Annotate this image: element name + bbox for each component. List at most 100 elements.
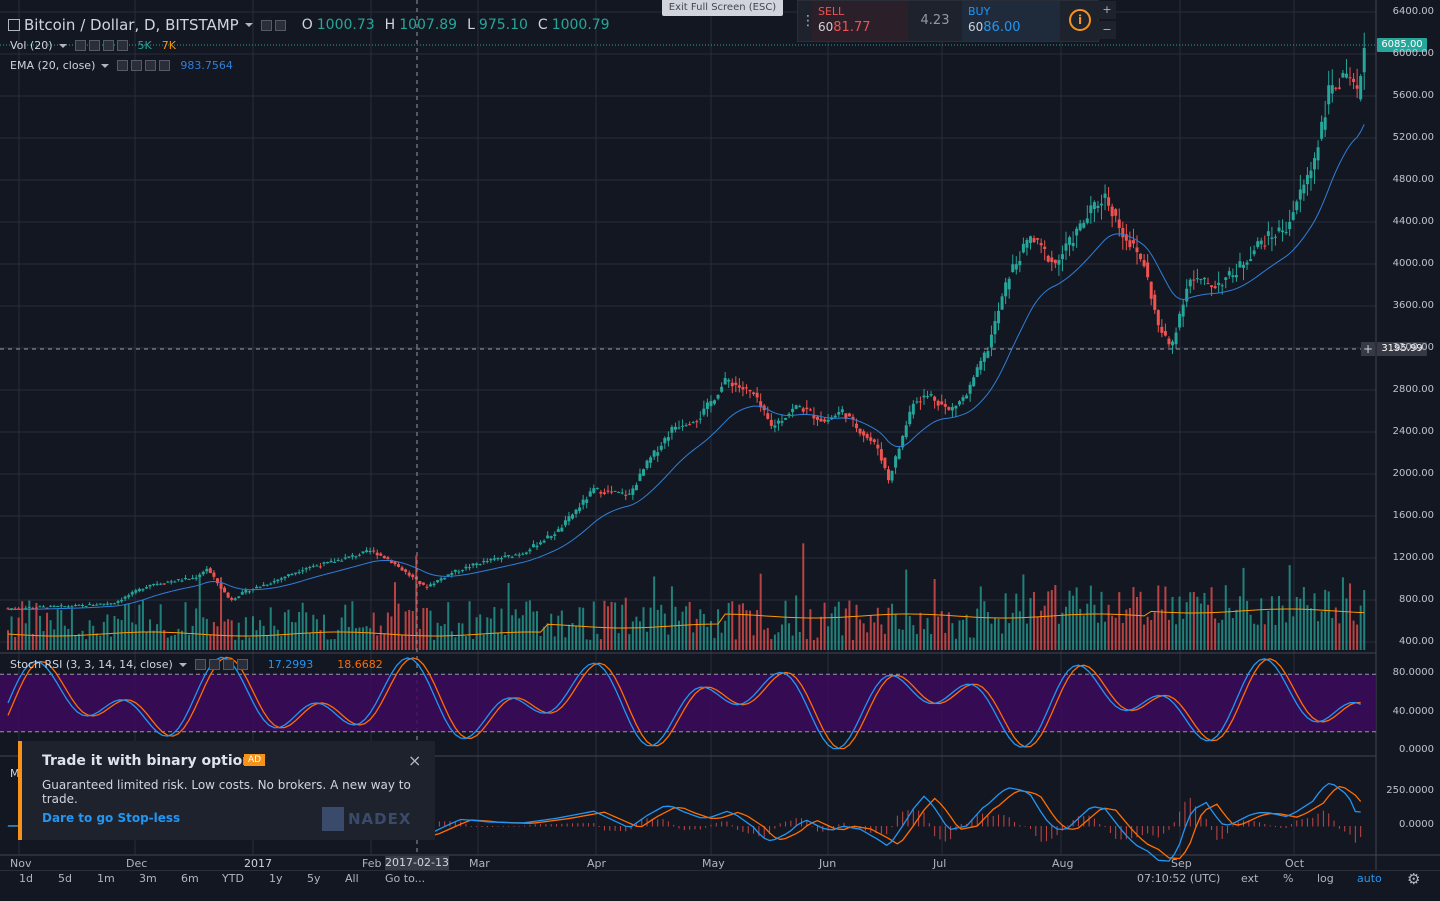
macd-histogram-bar (944, 826, 946, 842)
ad-link[interactable]: Dare to go Stop-less (42, 811, 181, 825)
candle-body (329, 560, 333, 563)
volume-bar (468, 601, 471, 650)
ema-legend[interactable]: EMA (20, close) 983.7564 (10, 59, 233, 72)
log-toggle[interactable]: log (1317, 872, 1334, 885)
candle-body (780, 421, 784, 423)
range-button[interactable]: 1y (269, 872, 283, 885)
stoch-legend[interactable]: Stoch RSI (3, 3, 14, 14, close) 17.2993 … (10, 658, 383, 671)
volume-bar (912, 625, 915, 650)
macd-legend-letter[interactable]: M (10, 767, 20, 780)
chevron-down-icon[interactable] (58, 43, 67, 48)
volume-bar (198, 575, 201, 650)
percent-toggle[interactable]: % (1283, 872, 1294, 885)
vol-label[interactable]: Vol (20) (10, 39, 53, 52)
sell-button[interactable]: SELL 6081.77 (812, 1, 908, 41)
add-alert-icon[interactable]: + (1361, 342, 1375, 356)
info-icon[interactable]: i (1069, 9, 1091, 31)
symbol-title[interactable]: Bitcoin / Dollar, D, BITSTAMP (24, 16, 239, 34)
candle-body (219, 583, 223, 589)
ema-label[interactable]: EMA (20, close) (10, 59, 96, 72)
goto-button[interactable]: Go to... (385, 872, 426, 885)
volume-bar (340, 617, 343, 650)
candle-body (489, 559, 493, 561)
symbol-actions[interactable] (260, 19, 288, 31)
macd-histogram-bar (795, 818, 797, 827)
volume-bar (145, 631, 148, 650)
volume-bar (294, 622, 297, 650)
price-axis-label: 6000.00 (1392, 48, 1434, 59)
range-button[interactable]: 5y (307, 872, 321, 885)
candle-body (439, 578, 443, 581)
volume-bar (173, 634, 176, 650)
volume-bar (969, 637, 972, 650)
auto-toggle[interactable]: auto (1357, 872, 1382, 885)
candle-body (141, 589, 145, 591)
volume-bar (1068, 590, 1071, 650)
chevron-down-icon[interactable] (178, 662, 187, 667)
stoch-actions[interactable] (194, 659, 250, 670)
range-button[interactable]: 3m (139, 872, 157, 885)
volume-bar (1352, 620, 1355, 650)
candle-body (997, 310, 1001, 324)
ema-actions[interactable] (117, 60, 172, 71)
macd-histogram-bar (454, 821, 456, 827)
macd-histogram-bar (854, 826, 856, 829)
nadex-logo-icon (322, 807, 344, 831)
volume-bar (1263, 624, 1266, 650)
candle-body (588, 491, 592, 497)
buy-button[interactable]: BUY 6086.00 (962, 1, 1060, 41)
volume-bar (926, 618, 929, 650)
volume-bar (95, 633, 98, 650)
macd-histogram-bar (790, 820, 792, 827)
symbol-legend[interactable]: Bitcoin / Dollar, D, BITSTAMP O 1000.73 H… (8, 16, 610, 34)
candle-body (773, 425, 777, 428)
chevron-down-icon[interactable] (244, 23, 253, 27)
macd-histogram-bar (1152, 826, 1154, 836)
price-axis-label: 3200.00 (1392, 342, 1434, 353)
macd-histogram-bar (1136, 826, 1138, 838)
candle-body (986, 351, 990, 358)
volume-bar (930, 634, 933, 650)
collapse-icon[interactable] (8, 19, 20, 31)
range-button[interactable]: 5d (58, 872, 72, 885)
candle-body (620, 492, 624, 494)
stoch-label[interactable]: Stoch RSI (3, 3, 14, 14, close) (10, 658, 173, 671)
volume-bar (475, 617, 478, 650)
candle-body (1320, 121, 1324, 139)
volume-bar (582, 607, 585, 650)
ext-toggle[interactable]: ext (1241, 872, 1259, 885)
macd-histogram-bar (721, 821, 723, 827)
volume-bar (163, 629, 166, 650)
candle-body (1028, 236, 1032, 243)
volume-bar (365, 626, 368, 650)
range-button[interactable]: 1d (19, 872, 33, 885)
exit-fullscreen-hint[interactable]: Exit Full Screen (ESC) (662, 0, 783, 16)
candle-body (482, 560, 486, 563)
volume-bar (543, 626, 546, 650)
volume-bar (1107, 604, 1110, 650)
range-button[interactable]: All (345, 872, 359, 885)
candle-body (652, 450, 656, 457)
vol-legend[interactable]: Vol (20) 5K 7K (10, 39, 176, 52)
volume-bar (1178, 596, 1181, 650)
range-button[interactable]: 1m (97, 872, 115, 885)
zoom-out-button[interactable]: − (1098, 21, 1116, 39)
close-icon[interactable]: × (408, 751, 422, 770)
candle-body (354, 556, 358, 558)
chevron-down-icon[interactable] (101, 63, 110, 68)
vol-actions[interactable] (74, 40, 130, 51)
candle-body (386, 557, 390, 560)
volume-bar (1196, 596, 1199, 650)
volume-bar (631, 621, 634, 650)
candle-body (1288, 221, 1292, 230)
range-button[interactable]: 6m (181, 872, 199, 885)
volume-bar (866, 632, 869, 650)
volume-bar (454, 637, 457, 650)
ad-banner[interactable]: Trade it with binary options! AD × Guara… (18, 741, 435, 840)
volume-bar (1302, 587, 1305, 650)
volume-bar (759, 573, 762, 650)
range-button[interactable]: YTD (222, 872, 244, 885)
gear-icon[interactable]: ⚙ (1407, 870, 1421, 888)
zoom-in-button[interactable]: + (1098, 1, 1116, 19)
